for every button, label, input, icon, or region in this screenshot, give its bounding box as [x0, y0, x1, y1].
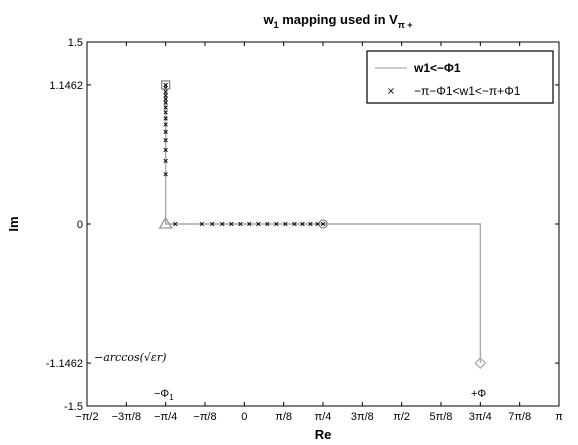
special-markers	[158, 80, 487, 369]
x-marker-point	[320, 221, 326, 227]
chart-title: w1 mapping used in Vπ +	[263, 12, 413, 30]
x-marker-point	[292, 221, 297, 227]
x-tick-label: 5π/8	[430, 411, 453, 423]
x-marker-point	[163, 147, 168, 153]
x-tick-label: −π/4	[154, 411, 177, 423]
y-tick-label: 0	[77, 219, 83, 231]
x-marker-point	[163, 96, 168, 102]
x-marker-point	[274, 221, 279, 227]
x-tick-label: 7π/8	[508, 411, 531, 423]
x-marker-point	[163, 89, 168, 94]
legend-entry-2: −π−Φ1<w1<−π+Φ1	[414, 84, 521, 98]
legend-entry-1: w1<−Φ1	[413, 61, 461, 75]
y-tick-label: 1.1462	[49, 80, 83, 92]
legend-box	[366, 50, 554, 104]
x-marker-point	[308, 221, 313, 227]
x-tick-label: −3π/8	[112, 411, 141, 423]
neg-phi-annotation: −Φ1	[154, 388, 174, 402]
x-tick-label: 0	[241, 411, 247, 423]
x-tick-label: −π/8	[193, 411, 216, 423]
x-tick-label: π/4	[315, 411, 332, 423]
x-marker-point	[173, 221, 178, 227]
x-tick-label: 3π/8	[351, 411, 374, 423]
pos-phi-annotation: +Φ	[471, 388, 486, 400]
y-axis-label: Im	[6, 216, 21, 231]
x-tick-label: π/2	[393, 411, 410, 423]
x-marker-point	[199, 221, 204, 227]
y-tick-label: 1.5	[68, 37, 83, 49]
x-marker-point	[163, 138, 168, 143]
x-axis-label: Re	[315, 427, 332, 442]
x-tick-label: π/8	[275, 411, 292, 423]
x-marker-point	[256, 221, 261, 227]
x-marker-point	[265, 221, 270, 227]
legend-x-swatch: ×	[387, 86, 395, 97]
y-tick-label: -1.5	[64, 401, 83, 413]
x-marker-point	[210, 221, 215, 227]
x-marker-point	[220, 221, 225, 227]
x-marker-point	[238, 221, 243, 227]
x-marker-point	[163, 122, 168, 127]
x-marker-point	[163, 93, 168, 98]
triangle-marker	[158, 216, 173, 229]
x-marker-point	[163, 100, 168, 105]
x-marker-point	[300, 221, 305, 227]
x-marker-point	[163, 129, 168, 134]
x-marker-point	[283, 221, 288, 227]
x-marker-point	[163, 110, 168, 115]
circle-marker	[318, 219, 328, 229]
x-tick-label: π	[555, 411, 563, 423]
x-marker-point	[163, 82, 168, 88]
x-tick-label: −π/2	[75, 411, 98, 423]
series-layer	[163, 82, 482, 364]
diamond-marker	[474, 357, 487, 369]
square-marker	[161, 80, 171, 90]
x-tick-label: 3π/4	[469, 411, 492, 423]
y-axis-ticks: 1.5 1.1462 0 -1.1462 -1.5	[46, 37, 559, 413]
y-tick-label: -1.1462	[46, 358, 83, 370]
arccos-annotation: −arccos(√εr)	[94, 351, 166, 364]
legend: w1<−Φ1 × −π−Φ1<w1<−π+Φ1	[366, 50, 554, 104]
x-marker-point	[163, 172, 168, 177]
x-marker-point	[163, 158, 168, 164]
x-marker-point	[229, 221, 234, 227]
x-marker-point	[163, 105, 168, 110]
x-marker-point	[163, 116, 168, 121]
x-marker-point	[247, 221, 252, 227]
x-axis-ticks: −π/2 −3π/8 −π/4 −π/8 0 π/8 π/4 3π/8 π/2 5π/8 3π/4 7…	[75, 42, 563, 423]
